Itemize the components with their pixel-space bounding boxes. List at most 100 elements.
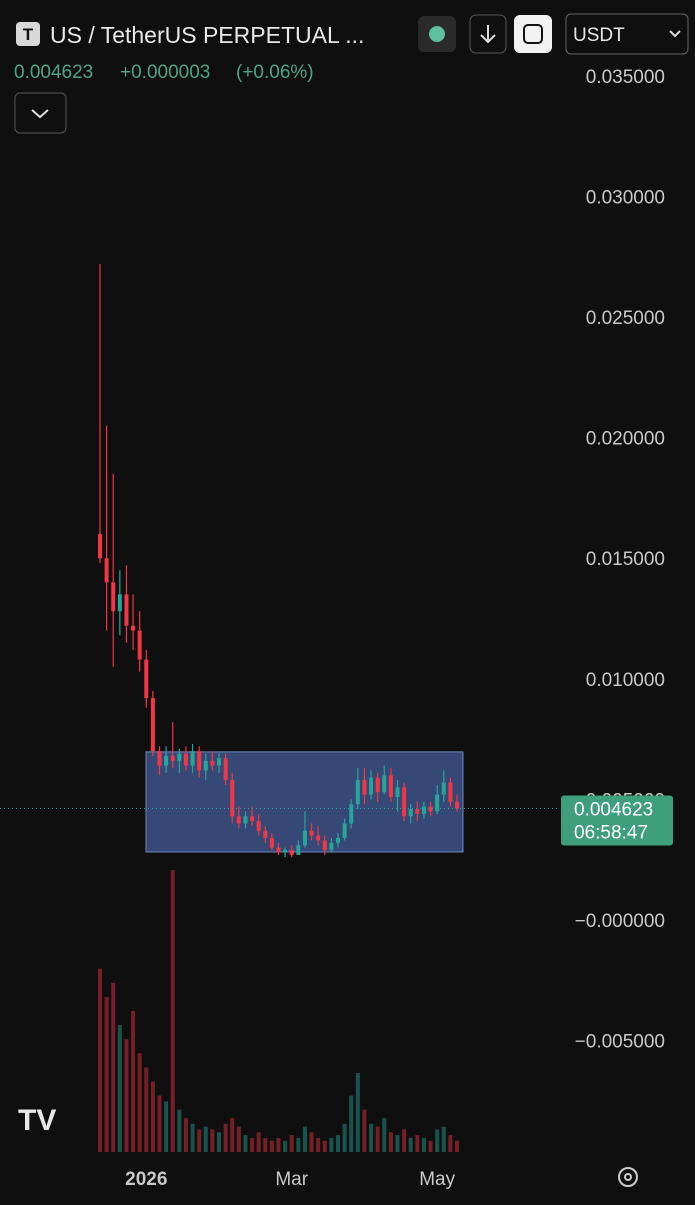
volume-bar: [408, 1137, 413, 1152]
x-tick-label: 2026: [125, 1169, 167, 1190]
volume-bar: [283, 1140, 288, 1152]
volume-bar: [329, 1137, 334, 1152]
candle-body: [263, 830, 268, 838]
volume-bar: [388, 1132, 393, 1152]
candle-body: [236, 816, 241, 824]
volume-bar: [302, 1126, 307, 1152]
layout-button[interactable]: [514, 15, 552, 53]
volume-bar: [210, 1129, 215, 1152]
volume-bar: [421, 1137, 426, 1152]
volume-bar: [177, 1109, 182, 1152]
candle-body: [336, 837, 340, 843]
y-tick-label: 0.010000: [586, 670, 665, 691]
candle-body: [402, 787, 407, 817]
volume-bar: [369, 1123, 374, 1152]
candle-body: [131, 625, 136, 631]
candle-body: [124, 594, 129, 626]
candle-body: [250, 816, 255, 822]
price-change-pct: (+0.06%): [236, 62, 314, 83]
candle-body: [144, 659, 149, 699]
layout-icon: [523, 24, 543, 44]
candle-body: [283, 850, 288, 853]
volume-bar: [144, 1067, 149, 1152]
volume-bar: [170, 870, 175, 1152]
candle-body: [157, 751, 162, 766]
volume-bar: [230, 1118, 235, 1152]
brand-logo: TV: [18, 1104, 56, 1137]
candle-body: [362, 780, 367, 795]
volume-bar: [124, 1039, 129, 1152]
volume-bar: [98, 968, 102, 1152]
volume-bar: [289, 1135, 294, 1152]
last-price: 0.004623: [14, 62, 93, 83]
volume-bar: [342, 1123, 347, 1152]
candle-body: [150, 698, 155, 752]
volume-bar: [111, 982, 116, 1152]
volume-bar: [441, 1126, 446, 1152]
candle-body: [428, 806, 433, 812]
download-button[interactable]: [469, 14, 507, 54]
volume-bar: [402, 1129, 407, 1152]
candle-body: [349, 804, 354, 824]
symbol-title[interactable]: US / TetherUS PERPETUAL ...: [50, 22, 364, 48]
volume-bar: [223, 1123, 228, 1152]
candle-body: [455, 801, 459, 809]
candle-body: [382, 775, 387, 793]
candle-body: [342, 823, 347, 838]
settings-button[interactable]: [618, 1167, 638, 1187]
candle-body: [170, 755, 175, 761]
volume-bar: [362, 1109, 367, 1152]
x-tick-label: Mar: [275, 1169, 308, 1190]
candle-body: [197, 751, 202, 771]
candle-body: [223, 758, 228, 781]
candle-body: [203, 760, 208, 771]
volume-bar: [415, 1135, 420, 1152]
candle-body: [276, 847, 281, 853]
volume-bar: [435, 1129, 440, 1152]
candle-body: [395, 787, 400, 797]
candle-body: [217, 758, 221, 766]
volume-bar: [448, 1135, 453, 1152]
candle-body: [177, 753, 182, 761]
candle-body: [369, 777, 374, 795]
candle-body: [375, 777, 380, 793]
candle-body: [117, 594, 122, 612]
candle-body: [243, 816, 248, 824]
x-tick-label: May: [419, 1169, 455, 1190]
volume-bar: [395, 1135, 400, 1152]
currency-select[interactable]: [565, 13, 689, 55]
volume-bar: [157, 1095, 162, 1152]
candle-body: [309, 830, 314, 836]
volume-bar: [131, 1011, 136, 1152]
volume-bar: [256, 1132, 261, 1152]
volume-bar: [269, 1140, 274, 1152]
candle-body: [269, 837, 274, 848]
price-change: +0.000003: [120, 62, 210, 83]
candle-body: [441, 782, 446, 795]
y-tick-label: 0.030000: [586, 187, 665, 208]
volume-bar: [263, 1137, 268, 1152]
candle-body: [408, 809, 413, 817]
status-dot: [429, 26, 445, 42]
volume-bar: [190, 1123, 195, 1152]
volume-bar: [336, 1135, 340, 1152]
volume-bar: [296, 1137, 301, 1152]
volume-bar: [455, 1140, 459, 1152]
symbol-logo: [16, 22, 40, 46]
candle-body: [448, 782, 453, 802]
candle-body: [329, 842, 334, 851]
currency-label: USDT: [573, 25, 625, 46]
volume-bar: [164, 1101, 169, 1152]
volume-bar: [183, 1118, 188, 1152]
logo-letter: T: [23, 25, 34, 44]
candle-body: [210, 760, 215, 766]
volume-bar: [309, 1132, 314, 1152]
y-tick-label: −0.000000: [575, 911, 665, 932]
candle-body: [190, 751, 195, 766]
candle-body: [289, 850, 294, 855]
candle-body: [316, 835, 321, 841]
collapse-button[interactable]: [14, 92, 67, 134]
volume-bar: [203, 1126, 208, 1152]
candle-body: [421, 806, 426, 814]
